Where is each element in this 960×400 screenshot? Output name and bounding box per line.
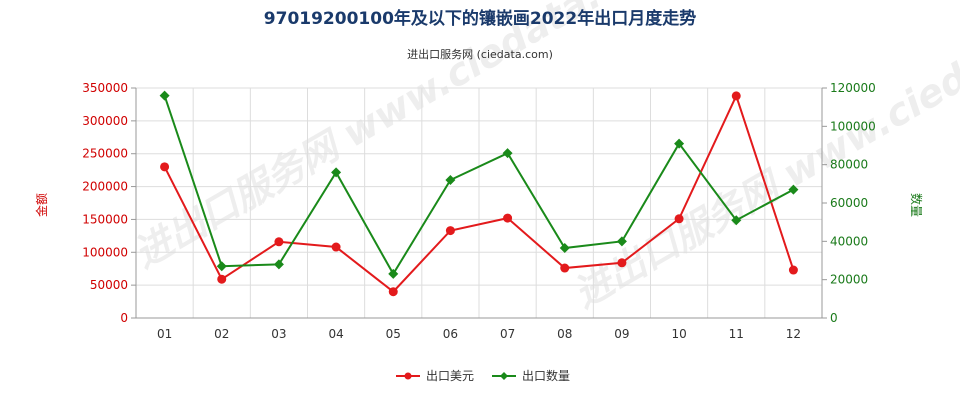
x-tick-label: 10 [671,327,686,341]
x-tick-label: 04 [328,327,343,341]
legend-label-1: 出口美元 [426,369,474,383]
legend-label-2: 出口数量 [522,368,570,383]
series-line-2 [163,95,794,276]
left-tick-label: 350000 [82,81,128,95]
series-2-point [502,148,513,159]
series-1-point [445,226,455,236]
right-axis-ticks: 0 20000 40000 60000 80000 100000 120000 [822,81,876,325]
series-1-point [388,287,398,297]
series-2-point [388,268,399,279]
series-2-point [445,175,456,185]
series-2-point [159,90,170,101]
x-tick-label: 05 [386,327,401,341]
series-2-point [788,184,799,195]
legend-marker-1 [404,372,412,380]
series-1-point [160,162,170,172]
left-axis-label: 金额 [34,193,49,217]
series-2-point [616,236,627,247]
chart-subtitle: 进出口服务网 (ciedata.com) [407,47,553,61]
watermark: 进出口服务网 www.ciedata.com [566,0,960,316]
series-2-point [216,261,227,272]
series-1-point [617,258,627,268]
series-1-point [788,265,798,275]
x-tick-label: 09 [614,327,629,341]
x-tick-label: 02 [214,327,229,341]
series-2-point [559,243,570,254]
right-axis-label: 数量 [909,193,924,217]
x-tick-label: 06 [443,327,458,341]
left-tick-label: 150000 [82,212,128,226]
left-tick-label: 0 [120,311,128,325]
series-line-1 [163,93,795,294]
chart-title: 97019200100年及以下的镶嵌画2022年出口月度走势 [264,8,696,29]
right-tick-label: 60000 [830,196,868,210]
series-2-point [674,138,685,149]
right-tick-label: 0 [830,311,838,325]
right-tick-label: 20000 [830,273,868,287]
right-tick-label: 40000 [830,234,868,248]
left-tick-label: 200000 [82,180,128,194]
series-1-point [274,237,284,247]
x-tick-label: 12 [786,327,801,341]
legend-marker-2 [500,372,508,380]
x-tick-label: 11 [729,327,744,341]
x-axis-ticks: 01 02 03 04 05 06 07 08 09 10 11 12 [157,327,801,341]
right-tick-label: 80000 [830,158,868,172]
right-tick-label: 100000 [830,119,876,133]
legend: 出口美元 出口数量 [396,368,570,383]
left-axis-ticks: 0 50000 100000 150000 200000 250000 300000 3500… [82,81,136,325]
series-1-point [560,263,570,273]
left-tick-label: 50000 [90,278,128,292]
series-1-point [731,91,741,101]
left-tick-label: 300000 [82,114,128,128]
series-1-point [503,213,513,223]
series-points [159,90,799,297]
series-lines [163,93,795,294]
series-2-point [273,259,284,270]
x-tick-label: 01 [157,327,172,341]
x-tick-label: 08 [557,327,572,341]
series-1-point [331,242,341,252]
left-tick-label: 100000 [82,245,128,259]
grid [135,87,823,319]
series-2-point [331,167,342,178]
right-tick-label: 120000 [830,81,876,95]
watermark: 进出口服务网 www.ciedata.com [126,0,684,276]
left-tick-label: 250000 [82,147,128,161]
series-1-point [217,274,227,284]
series-1-point [674,214,684,224]
x-tick-label: 03 [271,327,286,341]
x-tick-label: 07 [500,327,515,341]
series-2-point [731,215,742,226]
